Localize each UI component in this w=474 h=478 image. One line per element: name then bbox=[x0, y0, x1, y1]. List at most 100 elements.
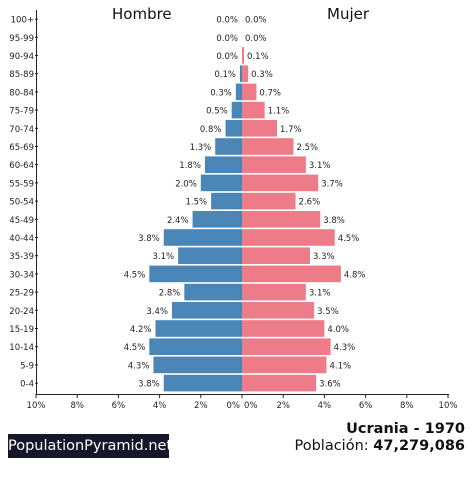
male-value-label: 3.8% bbox=[138, 234, 160, 244]
male-bar-0-4 bbox=[163, 374, 242, 392]
x-tick-label-right: 4% bbox=[318, 401, 332, 411]
female-value-label: 3.1% bbox=[309, 289, 331, 299]
female-bar-0-4 bbox=[242, 374, 317, 392]
female-value-label: 2.6% bbox=[299, 198, 321, 208]
age-group-label: 5-9 bbox=[20, 361, 34, 371]
male-bar-55-59 bbox=[200, 174, 242, 192]
male-header: Hombre bbox=[112, 5, 172, 23]
female-bar-50-54 bbox=[242, 192, 296, 210]
male-bar-20-24 bbox=[171, 302, 242, 319]
male-bar-30-34 bbox=[149, 265, 242, 283]
male-value-label: 3.8% bbox=[138, 380, 160, 390]
female-value-label: 3.8% bbox=[323, 216, 345, 226]
female-bar-15-19 bbox=[242, 320, 325, 337]
brand-logo[interactable]: PopulationPyramid.net bbox=[8, 434, 172, 458]
age-group-label: 55-59 bbox=[9, 179, 34, 189]
female-bar-55-59 bbox=[242, 174, 319, 192]
female-bar-20-24 bbox=[242, 302, 315, 319]
age-group-label: 25-29 bbox=[9, 289, 34, 299]
male-value-label: 0.0% bbox=[216, 34, 238, 44]
male-bar-75-79 bbox=[231, 101, 242, 119]
age-group-label: 90-94 bbox=[9, 52, 34, 62]
male-value-label: 1.8% bbox=[179, 161, 201, 171]
female-value-label: 3.1% bbox=[309, 161, 331, 171]
population-label: Población: bbox=[294, 438, 374, 454]
age-group-label: 45-49 bbox=[9, 216, 34, 226]
age-group-label: 30-34 bbox=[9, 270, 34, 280]
male-value-label: 0.3% bbox=[210, 88, 232, 98]
female-value-label: 3.7% bbox=[321, 179, 343, 189]
x-tick-label-left: 4% bbox=[153, 401, 167, 411]
male-bar-65-69 bbox=[215, 138, 242, 155]
female-value-label: 4.8% bbox=[344, 270, 366, 280]
male-value-label: 0.5% bbox=[206, 107, 228, 117]
male-bar-10-14 bbox=[149, 338, 242, 355]
female-value-label: 4.1% bbox=[329, 361, 351, 371]
x-tick-label-right: 8% bbox=[400, 401, 414, 411]
x-tick-label-right: 10% bbox=[439, 401, 458, 411]
age-group-label: 40-44 bbox=[9, 234, 34, 244]
female-value-label: 3.5% bbox=[317, 307, 339, 317]
male-value-label: 4.5% bbox=[124, 343, 146, 353]
x-tick-label-right: 0% bbox=[244, 401, 258, 411]
male-bar-70-74 bbox=[225, 120, 242, 137]
age-group-label: 65-69 bbox=[9, 143, 34, 153]
age-group-label: 75-79 bbox=[9, 107, 34, 117]
age-group-label: 0-4 bbox=[20, 380, 34, 390]
female-value-label: 0.0% bbox=[245, 16, 267, 26]
male-bar-15-19 bbox=[155, 320, 242, 337]
female-value-label: 0.3% bbox=[251, 70, 273, 80]
x-tick-label-right: 2% bbox=[276, 401, 290, 411]
male-bar-80-84 bbox=[235, 83, 242, 101]
female-value-label: 3.6% bbox=[319, 380, 341, 390]
female-bar-60-64 bbox=[242, 156, 306, 173]
age-group-label: 85-89 bbox=[9, 70, 34, 80]
male-value-label: 2.8% bbox=[159, 289, 181, 299]
male-value-label: 2.0% bbox=[175, 179, 197, 189]
female-bar-75-79 bbox=[242, 101, 265, 119]
x-tick-label-right: 6% bbox=[359, 401, 373, 411]
male-bar-45-49 bbox=[192, 211, 242, 228]
female-bar-80-84 bbox=[242, 83, 257, 101]
female-bar-35-39 bbox=[242, 247, 310, 264]
female-bar-10-14 bbox=[242, 338, 331, 355]
female-bar-5-9 bbox=[242, 356, 327, 374]
male-value-label: 1.5% bbox=[185, 198, 207, 208]
age-group-label: 50-54 bbox=[9, 198, 34, 208]
male-value-label: 0.0% bbox=[216, 16, 238, 26]
female-value-label: 4.5% bbox=[338, 234, 360, 244]
age-group-label: 80-84 bbox=[9, 88, 34, 98]
female-value-label: 1.1% bbox=[268, 107, 290, 117]
female-bar-65-69 bbox=[242, 138, 294, 155]
male-value-label: 0.8% bbox=[200, 125, 222, 135]
x-tick-label-left: 0% bbox=[227, 401, 241, 411]
population-value: 47,279,086 bbox=[373, 438, 465, 454]
male-bar-85-89 bbox=[239, 65, 242, 82]
female-value-label: 0.0% bbox=[245, 34, 267, 44]
age-group-label: 60-64 bbox=[9, 161, 34, 171]
female-bar-45-49 bbox=[242, 211, 321, 228]
age-group-label: 20-24 bbox=[9, 307, 34, 317]
female-value-label: 4.0% bbox=[327, 325, 349, 335]
male-bar-5-9 bbox=[153, 356, 242, 374]
female-bar-90-94 bbox=[242, 47, 245, 64]
female-header: Mujer bbox=[327, 5, 370, 23]
male-value-label: 0.0% bbox=[216, 52, 238, 62]
age-group-label: 10-14 bbox=[9, 343, 34, 353]
male-value-label: 0.1% bbox=[214, 70, 236, 80]
female-value-label: 0.1% bbox=[247, 52, 269, 62]
male-bar-50-54 bbox=[211, 192, 242, 210]
male-value-label: 3.4% bbox=[146, 307, 168, 317]
male-bar-60-64 bbox=[204, 156, 242, 173]
country-year-title: Ucrania - 1970 bbox=[346, 421, 465, 437]
male-value-label: 4.5% bbox=[124, 270, 146, 280]
female-bar-25-29 bbox=[242, 283, 306, 301]
age-group-label: 95-99 bbox=[9, 34, 34, 44]
age-group-label: 100+ bbox=[11, 16, 34, 26]
female-value-label: 2.5% bbox=[297, 143, 319, 153]
male-value-label: 3.1% bbox=[153, 252, 175, 262]
population-line: Población: 47,279,086 bbox=[294, 438, 465, 454]
x-tick-label-left: 2% bbox=[194, 401, 208, 411]
female-bar-30-34 bbox=[242, 265, 341, 283]
